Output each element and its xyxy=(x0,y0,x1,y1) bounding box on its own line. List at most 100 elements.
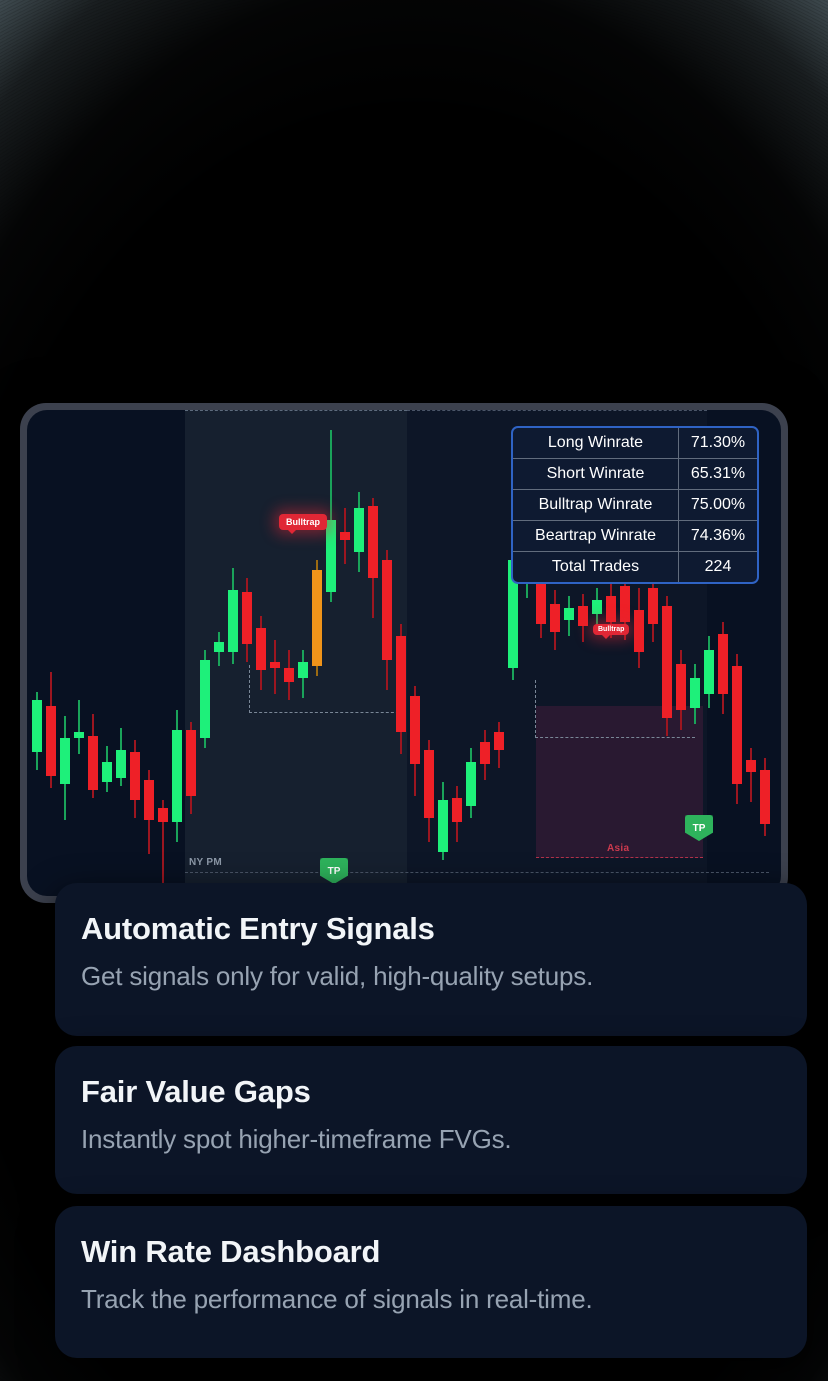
candle-wick xyxy=(162,800,164,896)
candlestick-down xyxy=(424,410,434,896)
candle-body xyxy=(676,664,686,710)
feature-card-automatic-entry-signals[interactable]: Automatic Entry Signals Get signals only… xyxy=(55,883,807,1036)
chart-baseline xyxy=(185,872,769,873)
candlestick-up xyxy=(690,410,700,896)
candlestick-up xyxy=(564,410,574,896)
candle-body xyxy=(564,608,574,620)
candle-body xyxy=(354,508,364,552)
candlestick-down xyxy=(452,410,462,896)
session-zone-asia xyxy=(536,706,703,858)
candle-body xyxy=(284,668,294,682)
candlestick-neutral xyxy=(312,410,322,896)
candle-body xyxy=(228,590,238,652)
candle-body xyxy=(620,586,630,622)
stats-row: Short Winrate 65.31% xyxy=(513,458,757,489)
feature-card-description: Get signals only for valid, high-quality… xyxy=(81,961,594,991)
feature-card-title: Win Rate Dashboard xyxy=(81,1234,381,1269)
candle-wick xyxy=(78,700,80,754)
candlestick-up xyxy=(466,410,476,896)
candlestick-down xyxy=(718,410,728,896)
candle-body xyxy=(480,742,490,764)
candlestick-up xyxy=(214,410,224,896)
feature-card-fair-value-gaps[interactable]: Fair Value Gaps Instantly spot higher-ti… xyxy=(55,1046,807,1194)
candle-body xyxy=(592,600,602,614)
candlestick-up xyxy=(116,410,126,896)
candle-body xyxy=(256,628,266,670)
candle-body xyxy=(410,696,420,764)
fvg-box-left xyxy=(249,665,404,713)
candle-body xyxy=(144,780,154,820)
candle-body xyxy=(382,560,392,660)
feature-card-description: Instantly spot higher-timeframe FVGs. xyxy=(81,1124,512,1154)
winrate-stats-table: Long Winrate 71.30% Short Winrate 65.31% Bul… xyxy=(511,426,759,584)
candle-body xyxy=(130,752,140,800)
candlestick-up xyxy=(74,410,84,896)
candle-body xyxy=(494,732,504,750)
candlestick-down xyxy=(144,410,154,896)
candle-body xyxy=(550,604,560,632)
candlestick-up xyxy=(326,410,336,896)
stats-row-value: 65.31% xyxy=(690,465,746,482)
candlestick-up xyxy=(102,410,112,896)
candlestick-up xyxy=(200,410,210,896)
candle-body xyxy=(746,760,756,772)
candle-body xyxy=(732,666,742,784)
candlestick-down xyxy=(662,410,672,896)
candlestick-down xyxy=(578,410,588,896)
candlestick-down xyxy=(480,410,490,896)
candlestick-down xyxy=(648,410,658,896)
candle-body xyxy=(158,808,168,822)
candlestick-down xyxy=(746,410,756,896)
stats-row-value: 71.30% xyxy=(690,434,746,451)
candle-body xyxy=(606,596,616,622)
candlestick-up xyxy=(228,410,238,896)
candle-body xyxy=(74,732,84,738)
candlestick-down xyxy=(88,410,98,896)
stats-row-value: 74.36% xyxy=(690,527,746,544)
candlestick-up xyxy=(704,410,714,896)
candle-body xyxy=(424,750,434,818)
candle-body xyxy=(270,662,280,668)
stats-row-label: Bulltrap Winrate xyxy=(513,490,679,520)
candle-body xyxy=(200,660,210,738)
candlestick-down xyxy=(368,410,378,896)
candle-body xyxy=(116,750,126,778)
candle-body xyxy=(536,570,546,624)
stats-row: Long Winrate 71.30% xyxy=(513,428,757,458)
stats-row: Bulltrap Winrate 75.00% xyxy=(513,489,757,520)
stats-row-value: 224 xyxy=(704,558,732,575)
candle-body xyxy=(298,662,308,678)
candle-body xyxy=(340,532,350,540)
candle-body xyxy=(32,700,42,752)
candle-body xyxy=(326,520,336,592)
candlestick-down xyxy=(46,410,56,896)
candle-body xyxy=(690,678,700,708)
candle-body xyxy=(88,736,98,790)
candlestick-up xyxy=(298,410,308,896)
fvg-box-right xyxy=(535,680,695,738)
candlestick-down xyxy=(130,410,140,896)
bulltrap-callout-right[interactable]: Bulltrap xyxy=(593,624,630,639)
bulltrap-callout-left[interactable]: Bulltrap xyxy=(279,514,328,534)
candle-body xyxy=(368,506,378,578)
candlestick-up xyxy=(354,410,364,896)
candlestick-chart[interactable]: NY PM Asia Bulltrap Bulltrap TP TP xyxy=(27,410,781,896)
stats-row: Total Trades 224 xyxy=(513,551,757,582)
candlestick-down xyxy=(242,410,252,896)
candlestick-down xyxy=(270,410,280,896)
candlestick-up xyxy=(592,410,602,896)
candlestick-down xyxy=(186,410,196,896)
candlestick-down xyxy=(620,410,630,896)
candle-body xyxy=(172,730,182,822)
candle-body xyxy=(704,650,714,694)
feature-card-win-rate-dashboard[interactable]: Win Rate Dashboard Track the performance… xyxy=(55,1206,807,1358)
stats-row-value: 75.00% xyxy=(690,496,746,513)
candlestick-down xyxy=(494,410,504,896)
candlestick-down xyxy=(410,410,420,896)
feature-card-title: Fair Value Gaps xyxy=(81,1074,311,1109)
candlestick-down xyxy=(284,410,294,896)
session-label-ny-pm: NY PM xyxy=(189,857,222,868)
feature-card-title: Automatic Entry Signals xyxy=(81,911,435,946)
candle-body xyxy=(662,606,672,718)
session-label-asia: Asia xyxy=(607,843,630,854)
